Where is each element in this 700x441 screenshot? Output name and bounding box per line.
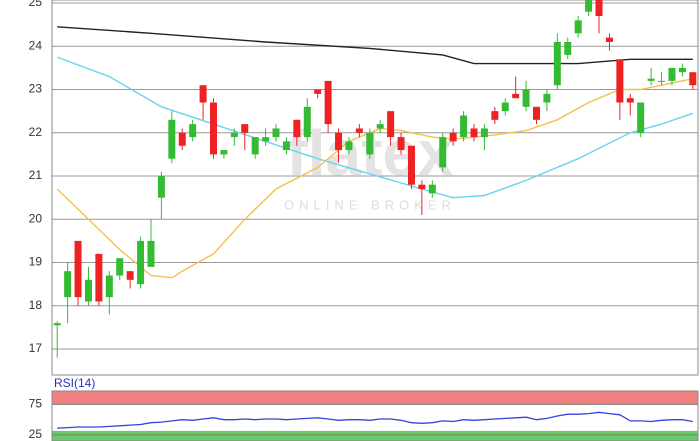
candle-body	[157, 176, 165, 198]
candle-body	[626, 98, 634, 103]
watermark-subtitle: ONLINE BROKER	[284, 197, 456, 212]
candle-body	[324, 80, 332, 125]
candle-body	[241, 124, 249, 133]
candle-body	[293, 119, 301, 138]
candle-body	[147, 240, 155, 267]
rsi-title: RSI(14)	[54, 376, 95, 390]
candle-body	[595, 0, 603, 17]
candle-body	[95, 253, 103, 302]
y-tick-label: 75	[29, 397, 43, 411]
candle-body	[84, 279, 92, 302]
candle-body	[210, 102, 217, 155]
y-tick-label: 22	[29, 125, 43, 139]
candle-body	[345, 141, 353, 151]
candle-body	[678, 67, 686, 73]
candle-body	[116, 258, 124, 276]
candle-body	[355, 128, 363, 133]
candle-body	[574, 20, 582, 34]
plot-frame	[51, 0, 699, 376]
y-tick-label: 25	[29, 0, 43, 9]
candle-body	[137, 240, 145, 285]
overbought-band	[52, 391, 698, 405]
candle-body	[272, 128, 280, 138]
candle-body	[491, 111, 499, 120]
y-tick-label: 19	[29, 255, 43, 269]
candle-body	[605, 37, 613, 42]
candle-body	[376, 124, 384, 129]
candle-body	[397, 137, 405, 151]
plot-frame	[51, 390, 699, 441]
y-tick-label: 20	[29, 211, 43, 225]
candle-body	[543, 93, 551, 103]
y-tick-label: 21	[29, 168, 43, 182]
candle-body	[428, 184, 436, 194]
candle-body	[533, 106, 540, 120]
candle-body	[230, 132, 238, 138]
candle-body	[126, 271, 134, 280]
moving-average	[57, 26, 693, 65]
y-tick-label: 17	[29, 341, 43, 355]
candle-body	[647, 78, 655, 81]
candle-body	[512, 93, 520, 99]
candle-body	[522, 89, 530, 107]
candle-body	[439, 137, 447, 168]
candle-body	[335, 132, 343, 151]
candle-body	[501, 102, 509, 112]
y-tick-label: 23	[29, 82, 43, 96]
candle-body	[585, 0, 593, 12]
candle-body	[53, 323, 61, 326]
candle-body	[220, 150, 228, 155]
candle-body	[105, 275, 113, 298]
y-tick-label: 24	[29, 38, 43, 52]
candle-body	[168, 119, 176, 159]
oversold-band	[52, 430, 698, 441]
candle-body	[303, 106, 311, 138]
rsi-line	[57, 411, 693, 429]
candle-body	[366, 132, 374, 155]
candle-body	[74, 240, 82, 298]
candle-body	[64, 271, 72, 298]
candle-body	[282, 141, 290, 151]
candle-body	[314, 89, 322, 94]
candle-body	[553, 41, 561, 86]
y-tick-label: 18	[29, 298, 43, 312]
candle-body	[658, 80, 666, 82]
candle-body	[564, 41, 572, 55]
candle-body	[407, 145, 415, 185]
candle-body	[251, 137, 259, 155]
candle-body	[689, 72, 697, 86]
candle-body	[480, 128, 488, 138]
candle-body	[262, 137, 270, 142]
candle-body	[189, 124, 197, 138]
candle-body	[418, 184, 426, 190]
candle-body	[387, 111, 395, 138]
y-tick-label: 25	[29, 427, 43, 441]
candle-body	[460, 115, 468, 138]
candle-body	[616, 59, 624, 103]
candle-body	[637, 102, 645, 133]
candle-body	[178, 132, 186, 146]
candle-body	[449, 132, 457, 142]
candle-body	[470, 128, 478, 138]
candle-body	[199, 85, 207, 103]
candle-body	[668, 67, 676, 81]
